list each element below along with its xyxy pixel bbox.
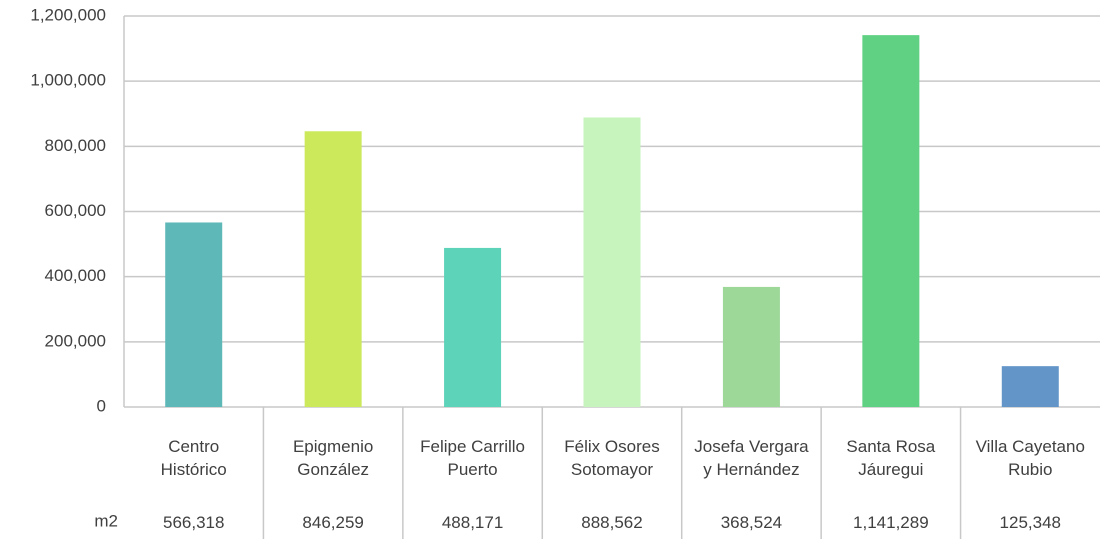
row-label: m2 bbox=[94, 511, 118, 530]
table-value: 368,524 bbox=[720, 512, 783, 532]
table-value: 888,562 bbox=[581, 512, 643, 532]
bar bbox=[862, 35, 920, 407]
bar bbox=[722, 286, 780, 407]
x-tick-label: Villa Cayetano Rubio bbox=[975, 436, 1085, 479]
y-tick-label: 1,000,000 bbox=[30, 71, 106, 90]
bar bbox=[444, 247, 502, 407]
x-tick-label: Félix Osores Sotomayor bbox=[564, 436, 660, 479]
bar bbox=[165, 222, 223, 407]
x-tick-label: Epigmenio González bbox=[292, 436, 374, 479]
y-tick-label: 600,000 bbox=[45, 201, 106, 220]
table-value: 846,259 bbox=[302, 512, 364, 532]
table-value: 566,318 bbox=[162, 512, 225, 532]
y-tick-label: 200,000 bbox=[45, 331, 106, 350]
table-value: 488,171 bbox=[441, 512, 504, 532]
x-tick-label: Josefa Vergara y Hernández bbox=[694, 436, 809, 479]
x-tick-label: Felipe Carrillo Puerto bbox=[420, 436, 525, 479]
x-tick-label: Centro Histórico bbox=[160, 436, 227, 479]
table-value: 1,141,289 bbox=[853, 512, 929, 532]
bar bbox=[1001, 366, 1059, 407]
y-tick-label: 400,000 bbox=[45, 266, 106, 285]
y-tick-label: 1,200,000 bbox=[30, 5, 106, 24]
y-tick-label: 0 bbox=[97, 396, 106, 415]
bar bbox=[583, 117, 641, 408]
table-value: 125,348 bbox=[999, 512, 1061, 532]
x-tick-label: Santa Rosa Jáuregui bbox=[846, 436, 936, 479]
y-tick-label: 800,000 bbox=[45, 136, 106, 155]
bar bbox=[304, 131, 362, 407]
